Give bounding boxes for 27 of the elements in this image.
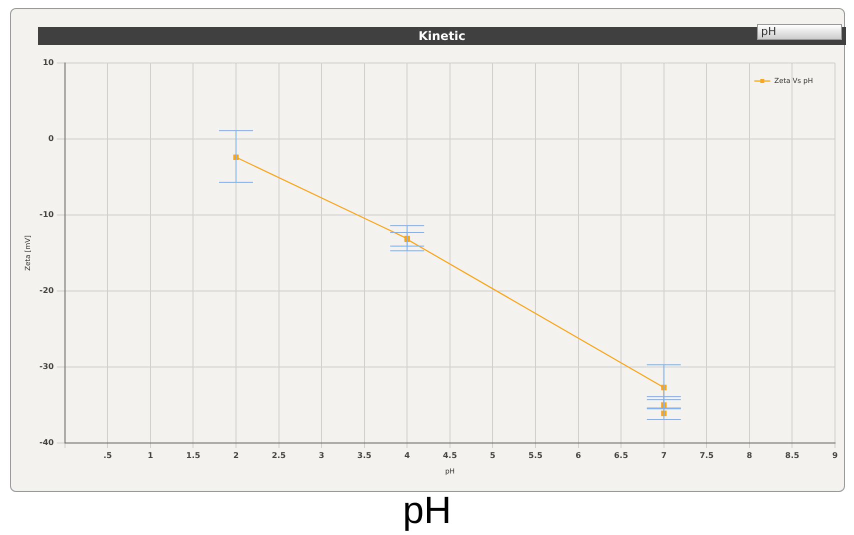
x-tick-label: 2.5 bbox=[272, 450, 286, 460]
x-tick-label: .5 bbox=[103, 450, 112, 460]
x-tick-label: 6 bbox=[575, 450, 582, 460]
x-tick-label: 1.5 bbox=[186, 450, 201, 460]
x-tick-label: 3 bbox=[318, 450, 324, 460]
y-tick-label: -30 bbox=[39, 362, 54, 372]
x-tick-label: 1 bbox=[148, 450, 154, 460]
x-tick-label: 2 bbox=[233, 450, 239, 460]
x-tick-label: 9 bbox=[832, 450, 838, 460]
x-tick-label: 6.5 bbox=[614, 450, 629, 460]
x-tick-label: 7 bbox=[661, 450, 667, 460]
y-tick-label: -20 bbox=[39, 286, 54, 296]
x-tick-label: 5 bbox=[490, 450, 496, 460]
x-tick-label: 3.5 bbox=[357, 450, 372, 460]
chart-title: Kinetic bbox=[418, 29, 466, 43]
x-tick-label: 4.5 bbox=[442, 450, 458, 460]
text: pH bbox=[757, 24, 842, 40]
x-tick-label: 7.5 bbox=[700, 450, 714, 460]
x-tick-label: 8 bbox=[746, 450, 753, 460]
y-tick-label: -40 bbox=[39, 438, 54, 448]
x-tick-label: 4 bbox=[404, 450, 410, 460]
y-tick-label: 10 bbox=[42, 58, 54, 68]
x-tick-label: 5.5 bbox=[528, 450, 544, 460]
x-tick-label: 8.5 bbox=[785, 450, 800, 460]
y-tick-label: 0 bbox=[48, 134, 54, 144]
y-tick-label: -10 bbox=[39, 210, 54, 220]
text: pH bbox=[402, 490, 452, 533]
